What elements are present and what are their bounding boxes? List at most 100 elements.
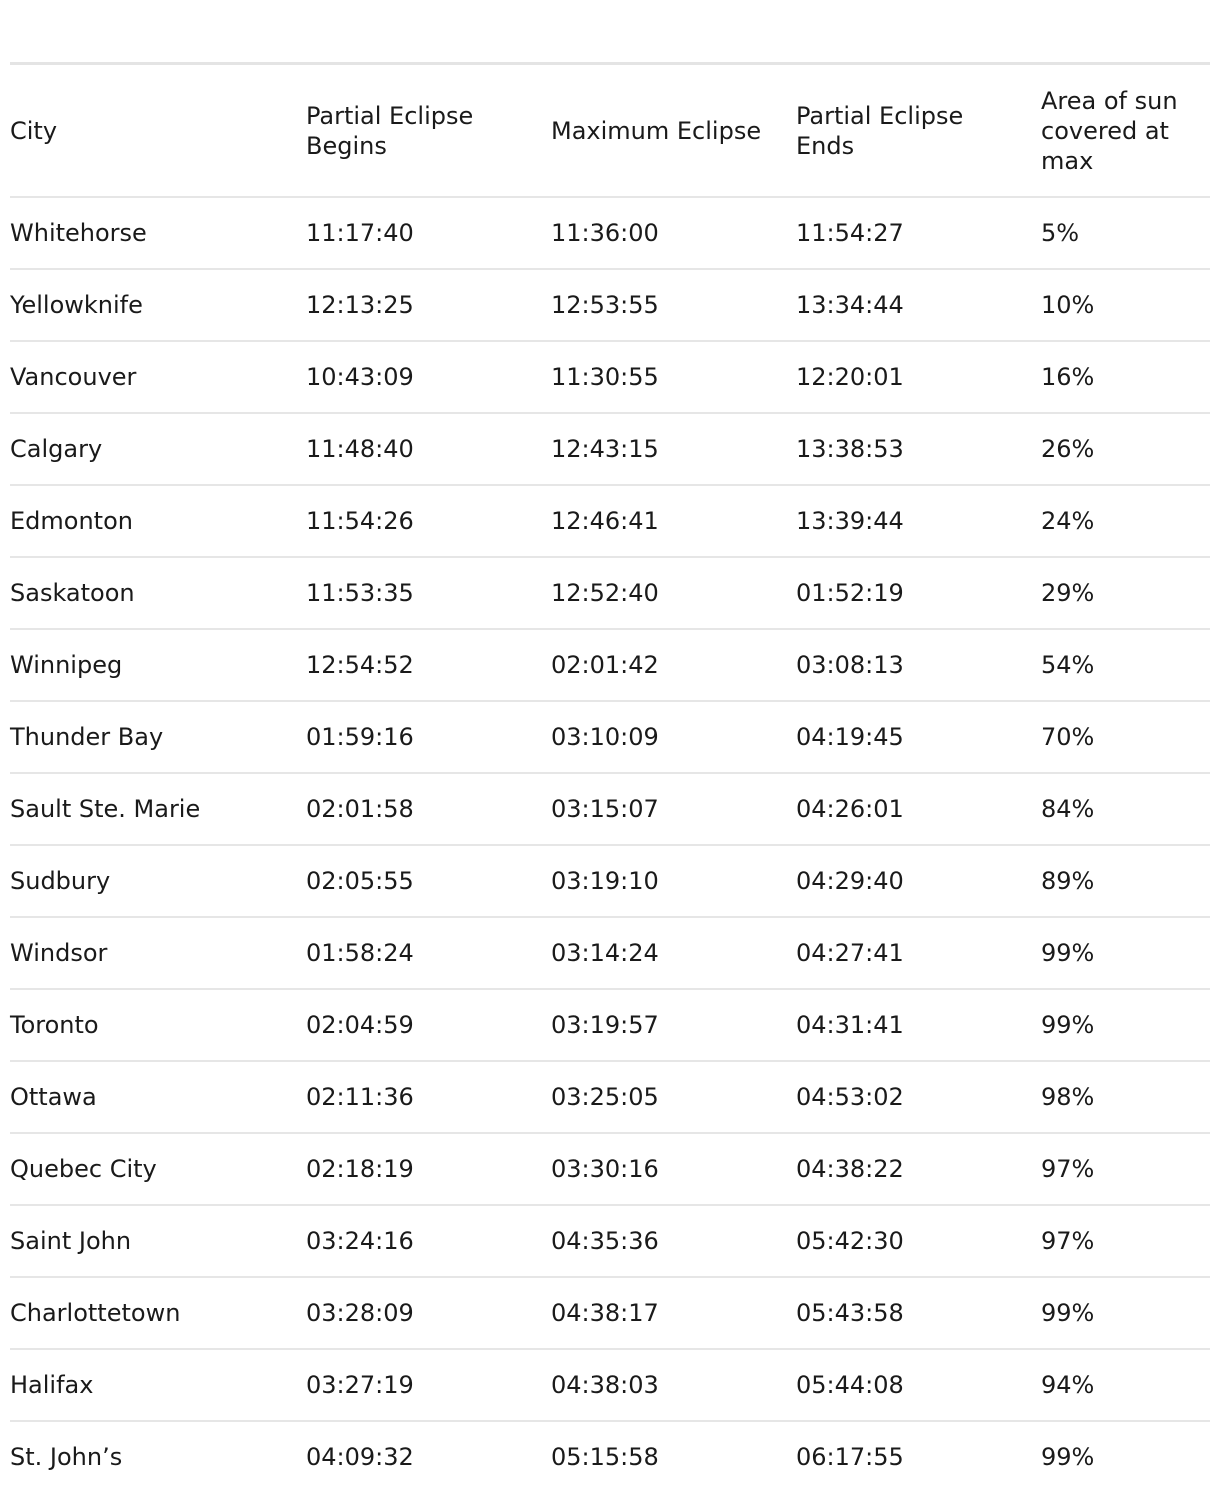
cell-partial-begins: 11:17:40 [306, 197, 551, 270]
cell-city: Edmonton [10, 485, 306, 558]
cell-maximum: 11:30:55 [551, 341, 796, 414]
cell-area-covered: 5% [1041, 197, 1210, 270]
table-row: Toronto 02:04:59 03:19:57 04:31:41 99% [10, 989, 1210, 1062]
cell-partial-ends: 04:53:02 [796, 1061, 1041, 1134]
cell-city: Calgary [10, 413, 306, 486]
cell-maximum: 11:36:00 [551, 197, 796, 270]
table-row: Winnipeg 12:54:52 02:01:42 03:08:13 54% [10, 629, 1210, 702]
cell-city: Yellowknife [10, 269, 306, 342]
table-row: Edmonton 11:54:26 12:46:41 13:39:44 24% [10, 485, 1210, 558]
table-row: Sault Ste. Marie 02:01:58 03:15:07 04:26:01… [10, 773, 1210, 846]
cell-area-covered: 97% [1041, 1133, 1210, 1206]
cell-partial-begins: 01:58:24 [306, 917, 551, 990]
cell-partial-begins: 02:04:59 [306, 989, 551, 1062]
cell-partial-begins: 02:05:55 [306, 845, 551, 918]
column-header-label: Area of sun covered at max [1041, 86, 1178, 175]
table-row: Windsor 01:58:24 03:14:24 04:27:41 99% [10, 917, 1210, 990]
cell-maximum: 03:19:57 [551, 989, 796, 1062]
cell-area-covered: 94% [1041, 1349, 1210, 1422]
eclipse-times-table: City Partial Eclipse Begins Maximum Ecli… [10, 65, 1210, 1492]
cell-city: St. John’s [10, 1443, 123, 1471]
column-header-city: City [10, 65, 306, 198]
cell-partial-ends: 01:52:19 [796, 557, 1041, 630]
table-row: St. John’s 04:09:32 05:15:58 06:17:55 99% [10, 1421, 1210, 1492]
cell-partial-ends: 06:17:55 [796, 1443, 904, 1471]
table-row: Whitehorse 11:17:40 11:36:00 11:54:27 5% [10, 197, 1210, 270]
cell-partial-ends: 12:20:01 [796, 341, 1041, 414]
table-row: Saint John 03:24:16 04:35:36 05:42:30 97% [10, 1205, 1210, 1278]
column-header-partial-begins: Partial Eclipse Begins [306, 65, 551, 198]
table-row: Calgary 11:48:40 12:43:15 13:38:53 26% [10, 413, 1210, 486]
cell-partial-begins: 04:09:32 [306, 1443, 414, 1471]
cell-city: Winnipeg [10, 629, 306, 702]
cell-city: Vancouver [10, 341, 306, 414]
cell-partial-begins: 02:18:19 [306, 1133, 551, 1206]
cell-partial-ends: 13:39:44 [796, 485, 1041, 558]
header-row: City Partial Eclipse Begins Maximum Ecli… [10, 65, 1210, 198]
cell-maximum: 02:01:42 [551, 629, 796, 702]
cell-partial-begins: 12:13:25 [306, 269, 551, 342]
table-row: Halifax 03:27:19 04:38:03 05:44:08 94% [10, 1349, 1210, 1422]
cell-area-covered: 10% [1041, 269, 1210, 342]
cell-partial-begins: 10:43:09 [306, 341, 551, 414]
cell-maximum: 03:30:16 [551, 1133, 796, 1206]
cell-city: Quebec City [10, 1133, 306, 1206]
column-header-label: Partial Eclipse Begins [306, 101, 474, 160]
cell-city: Sault Ste. Marie [10, 773, 306, 846]
cell-maximum: 03:25:05 [551, 1061, 796, 1134]
table-row: Saskatoon 11:53:35 12:52:40 01:52:19 29% [10, 557, 1210, 630]
cell-maximum: 05:15:58 [551, 1443, 659, 1471]
cell-partial-begins: 11:53:35 [306, 557, 551, 630]
cell-partial-begins: 11:48:40 [306, 413, 551, 486]
cell-area-covered: 16% [1041, 341, 1210, 414]
cell-area-covered: 54% [1041, 629, 1210, 702]
cell-partial-ends: 13:38:53 [796, 413, 1041, 486]
table-row: Thunder Bay 01:59:16 03:10:09 04:19:45 70% [10, 701, 1210, 774]
table-row: Vancouver 10:43:09 11:30:55 12:20:01 16% [10, 341, 1210, 414]
column-header-label: Maximum Eclipse [551, 116, 762, 145]
cell-city: Charlottetown [10, 1277, 306, 1350]
cell-city: Halifax [10, 1349, 306, 1422]
cell-partial-begins: 03:24:16 [306, 1205, 551, 1278]
cell-city: Saskatoon [10, 557, 306, 630]
table-row: Ottawa 02:11:36 03:25:05 04:53:02 98% [10, 1061, 1210, 1134]
cell-city: Thunder Bay [10, 701, 306, 774]
eclipse-times-table-container: City Partial Eclipse Begins Maximum Ecli… [10, 62, 1210, 1492]
column-header-label: Partial Eclipse Ends [796, 101, 964, 160]
cell-partial-ends: 11:54:27 [796, 197, 1041, 270]
cell-maximum: 03:15:07 [551, 773, 796, 846]
table-row: Yellowknife 12:13:25 12:53:55 13:34:44 10% [10, 269, 1210, 342]
cell-area-covered: 24% [1041, 485, 1210, 558]
cell-area-covered: 84% [1041, 773, 1210, 846]
cell-partial-ends: 04:27:41 [796, 917, 1041, 990]
cell-maximum: 12:46:41 [551, 485, 796, 558]
cell-maximum: 04:38:17 [551, 1277, 796, 1350]
cell-maximum: 04:38:03 [551, 1349, 796, 1422]
cell-maximum: 12:53:55 [551, 269, 796, 342]
cell-partial-ends: 05:42:30 [796, 1205, 1041, 1278]
cell-partial-ends: 04:29:40 [796, 845, 1041, 918]
cell-maximum: 03:19:10 [551, 845, 796, 918]
cell-city: Whitehorse [10, 197, 306, 270]
cell-partial-ends: 13:34:44 [796, 269, 1041, 342]
cell-partial-ends: 04:19:45 [796, 701, 1041, 774]
cell-area-covered: 98% [1041, 1061, 1210, 1134]
cell-maximum: 03:10:09 [551, 701, 796, 774]
cell-area-covered: 97% [1041, 1205, 1210, 1278]
cell-partial-ends: 04:31:41 [796, 989, 1041, 1062]
cell-partial-begins: 02:01:58 [306, 773, 551, 846]
table-row: Quebec City 02:18:19 03:30:16 04:38:22 97% [10, 1133, 1210, 1206]
table-row: Sudbury 02:05:55 03:19:10 04:29:40 89% [10, 845, 1210, 918]
cell-partial-ends: 05:43:58 [796, 1277, 1041, 1350]
cell-area-covered: 29% [1041, 557, 1210, 630]
cell-city: Ottawa [10, 1061, 306, 1134]
cell-partial-begins: 11:54:26 [306, 485, 551, 558]
top-divider [10, 62, 1210, 65]
column-header-partial-ends: Partial Eclipse Ends [796, 65, 1041, 198]
cell-partial-begins: 03:27:19 [306, 1349, 551, 1422]
cell-city: Toronto [10, 989, 306, 1062]
cell-partial-ends: 05:44:08 [796, 1349, 1041, 1422]
cell-maximum: 12:52:40 [551, 557, 796, 630]
column-header-area-covered: Area of sun covered at max [1041, 65, 1210, 198]
cell-city: Saint John [10, 1205, 306, 1278]
